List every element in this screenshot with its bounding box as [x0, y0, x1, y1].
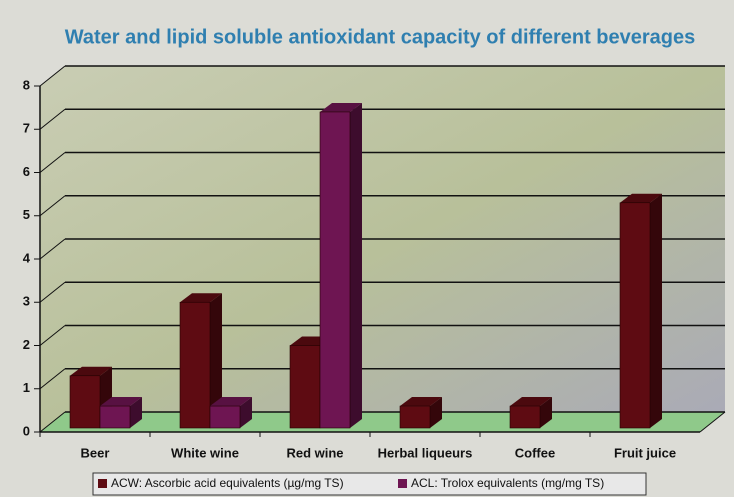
bar — [100, 406, 130, 428]
x-tick-label: Herbal liqueurs — [378, 445, 473, 460]
bar-side — [350, 103, 362, 428]
bar — [70, 376, 100, 428]
x-tick-label: Red wine — [286, 445, 343, 460]
legend-label: ACW: Ascorbic acid equivalents (µg/mg TS… — [111, 476, 344, 490]
legend-swatch — [398, 479, 407, 488]
y-tick-label: 1 — [23, 380, 30, 395]
y-tick-label: 6 — [23, 164, 30, 179]
bar — [210, 406, 240, 428]
y-tick-label: 3 — [23, 294, 30, 309]
bar — [510, 406, 540, 428]
x-tick-label: Coffee — [515, 445, 555, 460]
y-tick-label: 4 — [23, 250, 31, 265]
y-tick-label: 7 — [23, 121, 30, 136]
x-tick-label: Beer — [81, 445, 110, 460]
x-tick-label: White wine — [171, 445, 239, 460]
bar — [290, 346, 320, 429]
bar — [400, 406, 430, 428]
bar — [320, 112, 350, 428]
y-tick-label: 0 — [23, 423, 30, 438]
legend-label: ACL: Trolox equivalents (mg/mg TS) — [411, 476, 604, 490]
legend-swatch — [98, 479, 107, 488]
bar — [180, 302, 210, 428]
chart-title: Water and lipid soluble antioxidant capa… — [65, 26, 696, 48]
bar-side — [650, 194, 662, 428]
y-tick-label: 8 — [23, 77, 30, 92]
bar — [620, 203, 650, 428]
x-tick-label: Fruit juice — [614, 445, 676, 460]
y-tick-label: 5 — [23, 207, 30, 222]
y-tick-label: 2 — [23, 337, 30, 352]
chart: Water and lipid soluble antioxidant capa… — [0, 0, 734, 497]
